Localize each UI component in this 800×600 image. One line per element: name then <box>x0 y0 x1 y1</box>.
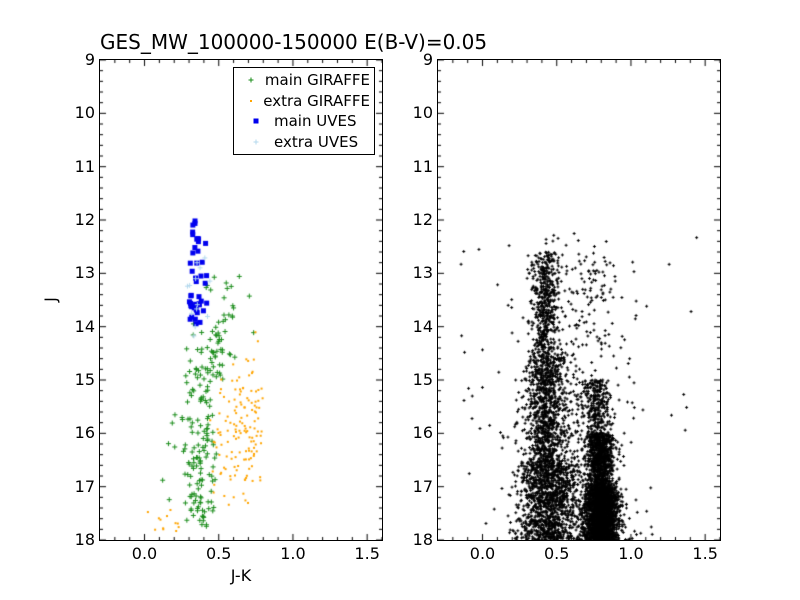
left-ytick-17: 17 <box>74 476 95 496</box>
right-xtick-1.0: 1.0 <box>618 544 644 563</box>
left-ytick-15: 15 <box>74 370 95 389</box>
legend-marker <box>238 95 263 107</box>
left-ytick-12: 12 <box>74 210 95 229</box>
legend-marker <box>238 136 274 148</box>
left-xtick-1.0: 1.0 <box>280 544 306 563</box>
left-ytick-16: 16 <box>74 423 95 443</box>
left-ytick-9: 9 <box>84 50 95 69</box>
left-ytick-18: 18 <box>74 530 95 549</box>
legend-label: main GIRAFFE <box>264 71 370 90</box>
right-ytick-16: 16 <box>412 423 433 443</box>
legend: main GIRAFFE extra GIRAFFE main UVES extra … <box>233 67 375 155</box>
left-ytick-13: 13 <box>74 263 95 283</box>
right-plot-canvas <box>438 60 720 540</box>
legend-square-marker-icon <box>253 118 259 124</box>
right-plot <box>437 59 721 541</box>
right-xtick-0.0: 0.0 <box>469 544 496 563</box>
legend-entry: main GIRAFFE <box>238 70 370 90</box>
figure-title: GES_MW_100000-150000 E(B-V)=0.05 <box>100 30 488 54</box>
right-ytick-14: 14 <box>412 316 433 336</box>
right-ytick-15: 15 <box>412 370 433 389</box>
right-ytick-18: 18 <box>412 530 433 549</box>
left-ytick-11: 11 <box>74 156 95 176</box>
legend-marker <box>238 115 274 127</box>
legend-entry: main UVES <box>238 111 370 131</box>
left-xtick-0.5: 0.5 <box>206 544 232 563</box>
legend-label: extra UVES <box>274 132 359 151</box>
right-ytick-9: 9 <box>422 50 433 69</box>
legend-label: main UVES <box>274 112 357 131</box>
legend-entry: extra GIRAFFE <box>238 91 370 111</box>
right-ytick-13: 13 <box>412 263 433 283</box>
right-ytick-10: 10 <box>412 103 433 123</box>
left-ytick-10: 10 <box>74 103 95 123</box>
legend-label: extra GIRAFFE <box>263 91 370 110</box>
left-xtick-1.5: 1.5 <box>354 544 380 563</box>
legend-plus-marker-icon <box>248 77 254 83</box>
right-xtick-0.5: 0.5 <box>544 544 570 563</box>
right-xtick-1.5: 1.5 <box>692 544 718 563</box>
y-axis-label: J <box>40 297 60 302</box>
x-axis-label: J-K <box>230 566 252 585</box>
left-xtick-0.0: 0.0 <box>131 544 158 563</box>
legend-marker <box>238 74 265 86</box>
right-ytick-17: 17 <box>412 476 433 496</box>
legend-dot-marker-icon <box>249 99 252 102</box>
left-ytick-14: 14 <box>74 316 95 336</box>
right-ytick-12: 12 <box>412 210 433 229</box>
right-ytick-11: 11 <box>412 156 433 176</box>
legend-entry: extra UVES <box>238 132 370 152</box>
legend-plus-marker-icon <box>253 139 259 145</box>
